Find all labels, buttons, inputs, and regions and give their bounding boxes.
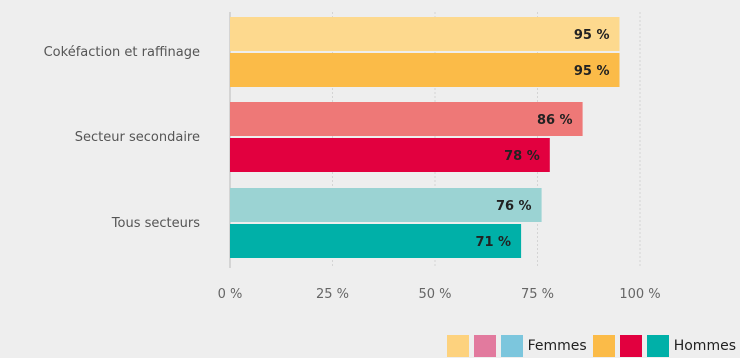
bar-hommes bbox=[230, 53, 620, 87]
category-label: Tous secteurs bbox=[111, 216, 200, 231]
legend: Femmes Hommes bbox=[446, 335, 736, 357]
legend-swatch bbox=[500, 335, 523, 357]
bar-hommes bbox=[230, 138, 550, 172]
category-label: Secteur secondaire bbox=[75, 130, 200, 145]
bar-value-label: 86 % bbox=[537, 113, 573, 128]
bar-femmes bbox=[230, 102, 583, 136]
bar-hommes bbox=[230, 224, 522, 258]
bar-value-label: 95 % bbox=[574, 64, 610, 79]
legend-swatch bbox=[446, 335, 469, 357]
bar-femmes bbox=[230, 17, 620, 51]
bar-value-label: 95 % bbox=[574, 28, 610, 43]
x-tick-label: 0 % bbox=[218, 287, 243, 302]
legend-swatch bbox=[619, 335, 642, 357]
x-tick-label: 75 % bbox=[521, 287, 554, 302]
bar-value-label: 78 % bbox=[504, 149, 540, 164]
category-label: Cokéfaction et raffinage bbox=[44, 45, 200, 60]
legend-swatch bbox=[646, 335, 669, 357]
legend-label: Hommes bbox=[673, 338, 736, 354]
x-tick-label: 25 % bbox=[316, 287, 349, 302]
bar-value-label: 71 % bbox=[475, 235, 511, 250]
bar-value-label: 76 % bbox=[496, 199, 532, 214]
x-tick-label: 50 % bbox=[418, 287, 451, 302]
legend-swatch bbox=[473, 335, 496, 357]
legend-swatch bbox=[592, 335, 615, 357]
legend-label: Femmes bbox=[527, 338, 587, 354]
x-tick-label: 100 % bbox=[619, 287, 660, 302]
bar-femmes bbox=[230, 188, 542, 222]
